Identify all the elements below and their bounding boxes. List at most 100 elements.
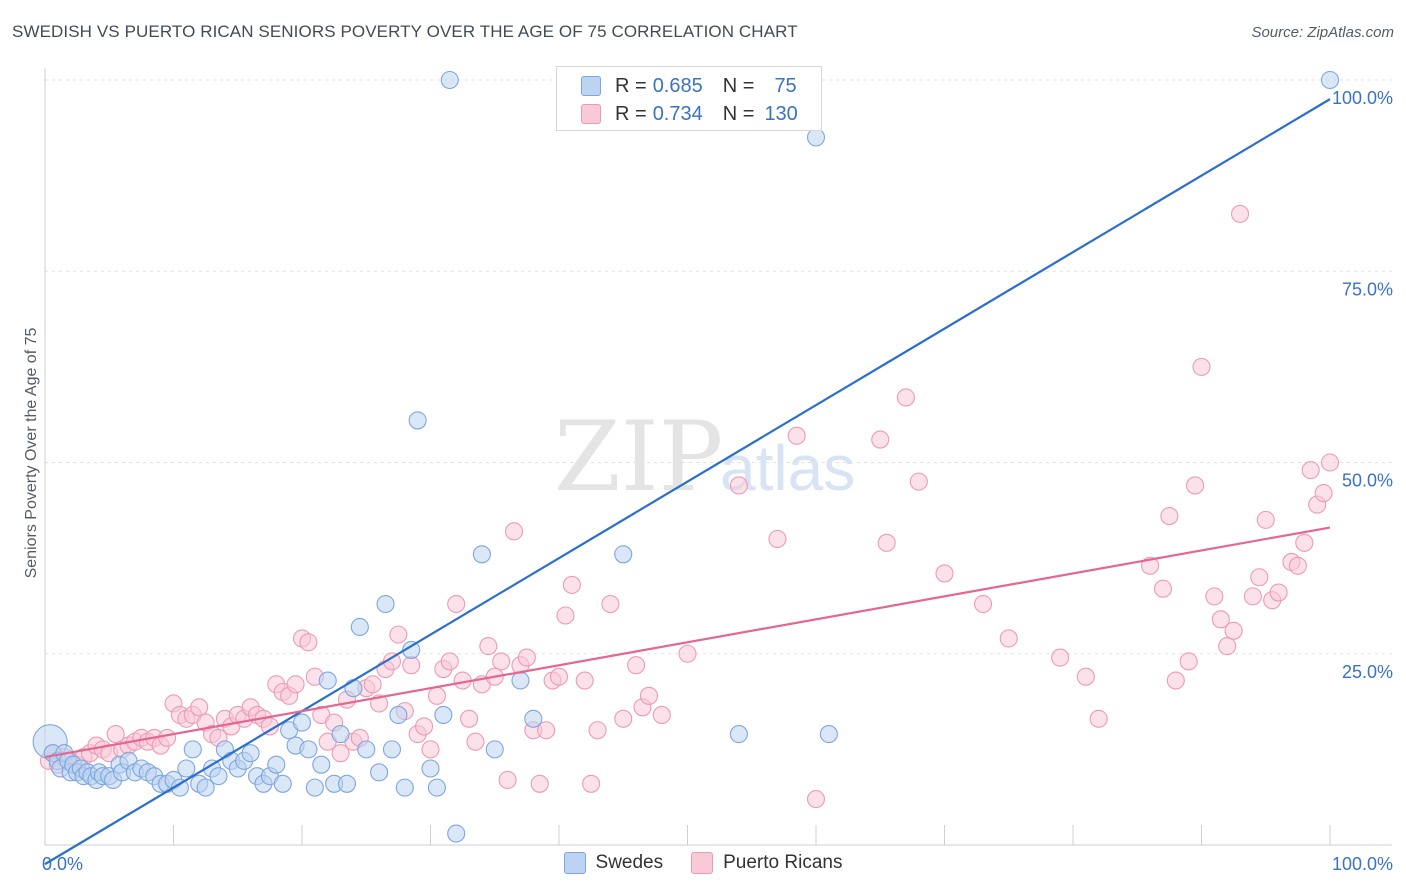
puerto-ricans-point [1160, 506, 1179, 526]
puerto-ricans-point [973, 594, 993, 614]
swedes-point [524, 709, 543, 728]
puerto-ricans-point [415, 717, 434, 736]
puerto-ricans-point [299, 633, 318, 652]
y-tick-label: 50.0% [1342, 471, 1393, 491]
puerto-ricans-point [627, 656, 646, 675]
r-label: R = [615, 102, 647, 125]
watermark: ZIP atlas [554, 401, 855, 513]
puerto-ricans-point [286, 675, 305, 694]
y-tick-label: 75.0% [1342, 279, 1393, 299]
puerto-ricans-point [877, 533, 896, 552]
swedes-trend-line [44, 98, 1331, 866]
swedes-point [209, 767, 228, 786]
puerto-ricans-point [999, 629, 1018, 648]
swedes-point [427, 778, 446, 797]
swedes-point [196, 778, 215, 797]
puerto-ricans-point [492, 652, 511, 671]
puerto-ricans-point [459, 709, 479, 728]
legend-item-puerto-ricans[interactable]: Puerto Ricans [691, 852, 842, 874]
puerto-ricans-swatch-icon [581, 104, 601, 124]
swedes-point [292, 713, 312, 732]
puerto-ricans-trend-line [44, 526, 1331, 759]
series-legend: Swedes Puerto Ricans [0, 852, 1406, 874]
swedes-swatch-icon [581, 76, 601, 96]
puerto-ricans-point [768, 529, 787, 549]
swedes-point [273, 774, 292, 793]
puerto-ricans-point [678, 644, 697, 663]
legend-item-swedes[interactable]: Swedes [563, 852, 663, 874]
puerto-ricans-point [1320, 453, 1340, 472]
swedes-point [305, 778, 324, 797]
puerto-ricans-point [517, 648, 536, 667]
legend-row-puerto-ricans: R = 0.734 N = 130 [581, 101, 798, 127]
swedes-point [177, 759, 196, 778]
puerto-ricans-point [1314, 484, 1333, 503]
gridlines [45, 79, 1392, 655]
correlation-legend: R = 0.685 N = 75 R = 0.734 N = 130 [556, 66, 822, 131]
swedes-point [312, 755, 331, 774]
r-label: R = [615, 74, 647, 97]
n-label: N = [722, 74, 755, 97]
swedes-point [806, 128, 826, 147]
puerto-ricans-point [537, 721, 556, 740]
puerto-ricans-point [588, 721, 607, 740]
puerto-ricans-point [1269, 583, 1288, 602]
puerto-ricans-swatch-icon [691, 852, 714, 874]
y-tick-label: 100.0% [1332, 88, 1393, 108]
puerto-ricans-point [1288, 556, 1307, 575]
r-value: 0.734 [652, 102, 703, 125]
trend-lines [44, 98, 1331, 866]
puerto-ricans-point [582, 774, 601, 793]
puerto-ricans-point [1192, 357, 1211, 376]
swedes-point [511, 671, 530, 690]
swedes-point [350, 617, 369, 637]
puerto-ricans-point [1295, 533, 1314, 552]
swedes-point [337, 774, 357, 793]
puerto-ricans-point [614, 709, 633, 728]
legend-label-puerto-ricans: Puerto Ricans [723, 852, 843, 873]
swedes-point [344, 679, 363, 698]
swedes-point [395, 778, 414, 797]
puerto-ricans-point [806, 790, 826, 809]
puerto-ricans-point [601, 594, 620, 614]
puerto-ricans-point [871, 430, 890, 449]
r-value: 0.685 [652, 74, 703, 97]
x-tick-label: 100.0% [1332, 854, 1393, 874]
puerto-ricans-point [1089, 709, 1108, 728]
swedes-point [485, 740, 504, 759]
swedes-point [434, 705, 453, 725]
puerto-ricans-point [1153, 579, 1172, 598]
swedes-point [382, 740, 402, 759]
puerto-ricans-point [440, 652, 459, 671]
swedes-point [183, 740, 202, 759]
puerto-ricans-point [1211, 610, 1230, 629]
x-tick-label: 0.0% [42, 854, 83, 874]
puerto-ricans-point [1218, 637, 1237, 656]
source-label: Source: ZipAtlas.com [1251, 24, 1394, 41]
tick-labels: 25.0% 50.0% 75.0% 100.0% 0.0% 100.0% [42, 88, 1393, 874]
swedes-point [357, 740, 376, 759]
puerto-ricans-point [575, 671, 594, 690]
chart-title: SWEDISH VS PUERTO RICAN SENIORS POVERTY … [12, 22, 798, 41]
swedes-point [472, 545, 491, 564]
swedes-point [376, 594, 395, 614]
puerto-ricans-point [421, 740, 440, 759]
puerto-ricans-point [466, 732, 485, 751]
puerto-ricans-point [1256, 510, 1275, 529]
n-label: N = [722, 102, 755, 125]
puerto-ricans-point [935, 564, 954, 583]
puerto-ricans-point [1205, 587, 1224, 606]
swedes-point [408, 411, 427, 430]
puerto-ricans-point [363, 675, 382, 694]
swedes-point [440, 70, 459, 90]
n-value: 130 [764, 102, 798, 125]
swedes-point [1320, 70, 1340, 90]
puerto-ricans-point [1243, 587, 1262, 606]
axes [44, 68, 1392, 846]
puerto-ricans-point [896, 388, 916, 407]
puerto-ricans-point [562, 575, 581, 594]
puerto-ricans-point [498, 770, 517, 790]
puerto-ricans-point [1179, 652, 1198, 671]
puerto-ricans-point [389, 625, 408, 644]
puerto-ricans-point [479, 637, 498, 656]
